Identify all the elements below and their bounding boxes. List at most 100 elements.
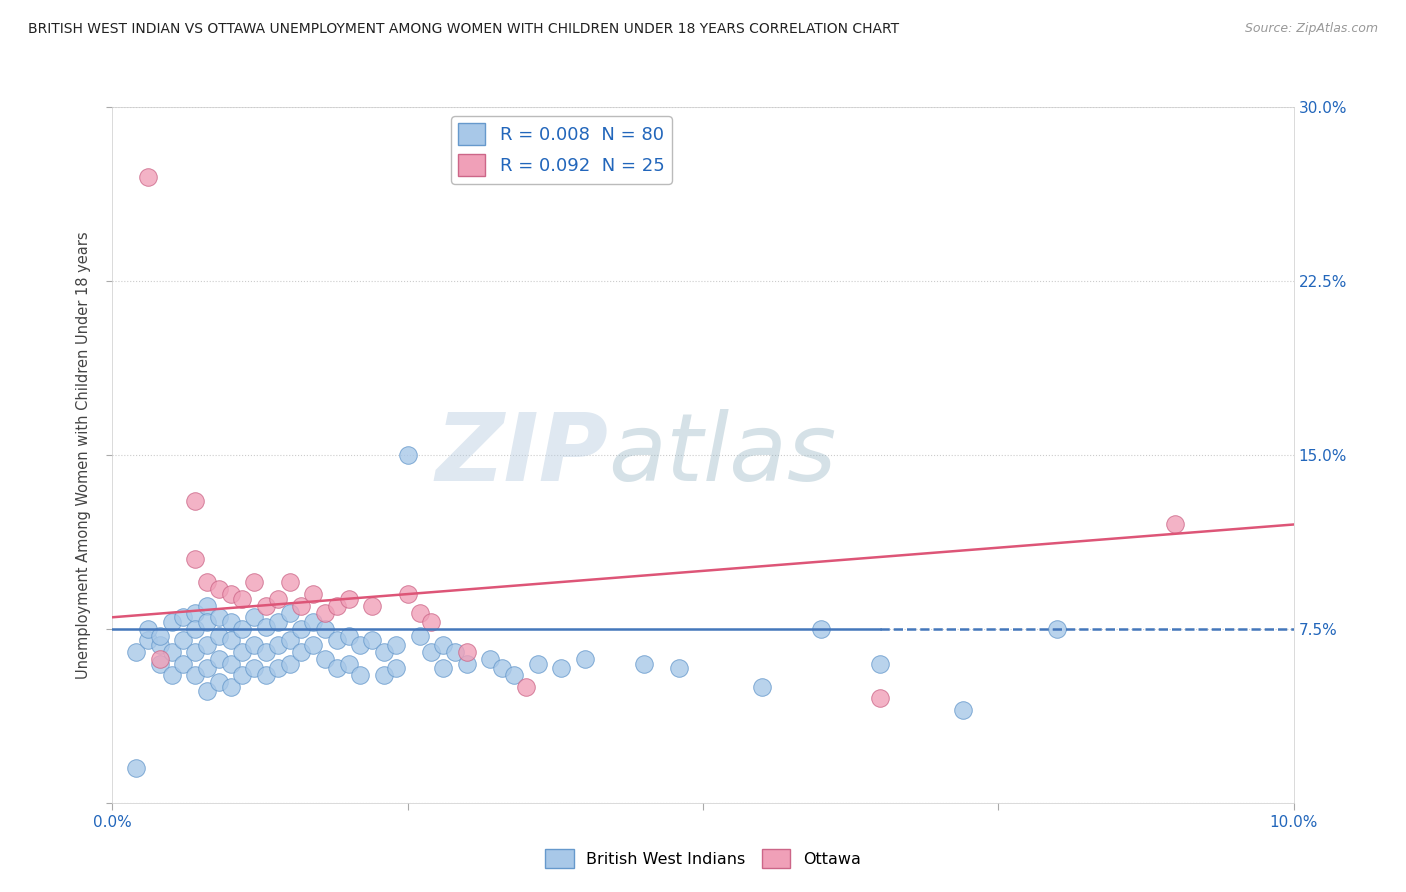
Point (208, 610, 231, 624)
Point (184, 645, 207, 659)
Point (337, 591, 360, 606)
Point (337, 629, 360, 643)
Point (515, 680, 537, 694)
Point (432, 638, 454, 652)
Point (444, 645, 467, 659)
Point (302, 638, 325, 652)
Point (869, 657, 891, 671)
Point (278, 606, 301, 620)
Point (326, 661, 349, 675)
Point (208, 629, 231, 643)
Point (195, 684, 218, 698)
Point (810, 622, 832, 636)
Point (314, 622, 336, 636)
Point (396, 587, 419, 601)
Point (491, 661, 513, 675)
Point (149, 629, 172, 643)
Point (574, 652, 596, 666)
Point (302, 615, 325, 629)
Point (361, 633, 384, 648)
Point (952, 703, 974, 717)
Point (184, 622, 207, 636)
Point (326, 633, 349, 648)
Legend: British West Indians, Ottawa: British West Indians, Ottawa (538, 843, 868, 875)
Point (231, 645, 253, 659)
Point (479, 652, 502, 666)
Point (208, 582, 231, 597)
Point (243, 661, 266, 675)
Text: Source: ZipAtlas.com: Source: ZipAtlas.com (1244, 22, 1378, 36)
Point (385, 638, 408, 652)
Point (1046, 622, 1069, 636)
Point (149, 652, 172, 666)
Point (231, 622, 253, 636)
Point (219, 680, 242, 694)
Point (125, 761, 148, 775)
Point (633, 657, 655, 671)
Point (326, 599, 349, 613)
Point (314, 652, 336, 666)
Point (184, 552, 207, 566)
Point (668, 661, 690, 675)
Point (172, 610, 194, 624)
Point (550, 661, 572, 675)
Point (160, 645, 183, 659)
Point (184, 668, 207, 682)
Point (219, 587, 242, 601)
Text: atlas: atlas (609, 409, 837, 500)
Point (420, 645, 443, 659)
Point (526, 657, 548, 671)
Point (149, 638, 172, 652)
Point (267, 661, 290, 675)
Point (267, 591, 290, 606)
Point (278, 633, 301, 648)
Point (243, 575, 266, 590)
Point (243, 638, 266, 652)
Text: ZIP: ZIP (436, 409, 609, 501)
Point (420, 615, 443, 629)
Point (208, 675, 231, 690)
Point (195, 615, 218, 629)
Y-axis label: Unemployment Among Women with Children Under 18 years: Unemployment Among Women with Children U… (76, 231, 91, 679)
Point (290, 599, 312, 613)
Point (136, 633, 159, 648)
Point (136, 622, 159, 636)
Point (1164, 517, 1187, 532)
Point (267, 638, 290, 652)
Point (751, 680, 773, 694)
Point (254, 645, 277, 659)
Point (208, 652, 231, 666)
Point (361, 599, 384, 613)
Point (149, 657, 172, 671)
Point (456, 657, 478, 671)
Point (337, 657, 360, 671)
Point (254, 599, 277, 613)
Point (195, 599, 218, 613)
Point (349, 638, 371, 652)
Point (254, 668, 277, 682)
Point (278, 575, 301, 590)
Point (172, 633, 194, 648)
Point (195, 661, 218, 675)
Point (869, 691, 891, 706)
Point (136, 169, 159, 184)
Point (385, 661, 408, 675)
Point (396, 448, 419, 462)
Point (278, 657, 301, 671)
Point (231, 668, 253, 682)
Point (408, 629, 430, 643)
Point (195, 575, 218, 590)
Point (267, 615, 290, 629)
Point (373, 645, 395, 659)
Point (184, 606, 207, 620)
Point (184, 494, 207, 508)
Point (290, 645, 312, 659)
Point (219, 615, 242, 629)
Point (349, 668, 371, 682)
Point (219, 633, 242, 648)
Point (219, 657, 242, 671)
Point (373, 668, 395, 682)
Point (125, 645, 148, 659)
Point (314, 606, 336, 620)
Point (408, 606, 430, 620)
